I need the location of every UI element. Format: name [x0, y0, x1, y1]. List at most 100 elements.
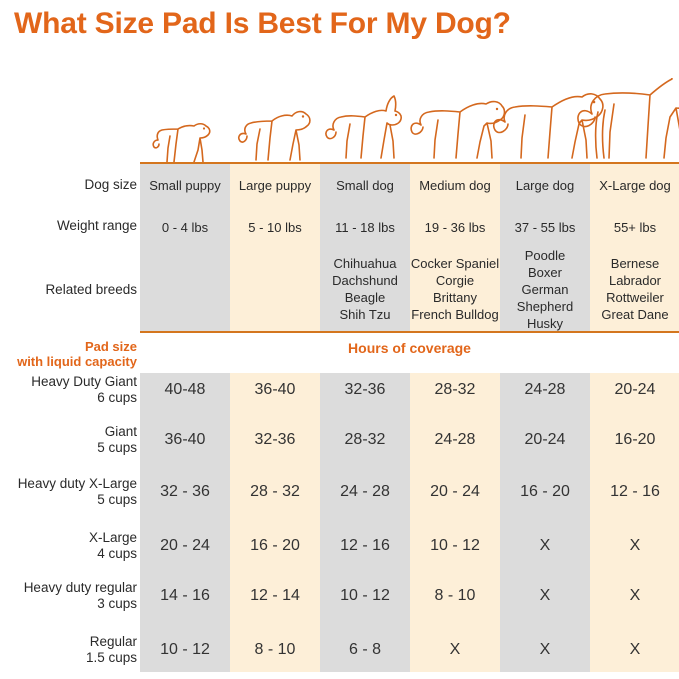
- hours-cell: X: [629, 587, 641, 604]
- pad-name: Heavy Duty Giant: [31, 374, 137, 389]
- cell-weight-2: 5 - 10 lbs: [248, 220, 302, 235]
- xlarge-dog-silhouette-icon: [577, 78, 679, 159]
- pad-row-label: Regular 1.5 cups: [0, 634, 137, 666]
- cell-weight-1: 0 - 4 lbs: [161, 220, 209, 235]
- column-stripe-2: [230, 163, 320, 331]
- dog-silhouette-row: [140, 78, 679, 163]
- small-puppy-silhouette-icon: [152, 122, 211, 163]
- hours-cell: X: [539, 641, 551, 658]
- pad-capacity: 5 cups: [97, 440, 137, 455]
- pad-name: Heavy duty X-Large: [17, 476, 137, 491]
- small-dog-silhouette-icon: [325, 95, 402, 159]
- pad-size-line-1: Pad size: [84, 339, 137, 354]
- row-label-dog-size: Dog size: [84, 177, 137, 192]
- hours-cell: 32 - 36: [160, 483, 210, 500]
- hours-cell: 12 - 16: [610, 483, 660, 500]
- data-column-stripe-5: [500, 373, 590, 672]
- cell-breeds-6: Bernese Labrador Rottweiler Great Dane: [590, 255, 679, 323]
- hours-cell: 28-32: [344, 431, 386, 448]
- hours-cell: X: [629, 641, 641, 658]
- cell-dog-size-4: Medium dog: [419, 178, 491, 193]
- hours-cell: 24 - 28: [340, 483, 390, 500]
- breed-name: Great Dane: [601, 307, 669, 322]
- breed-name: Beagle: [344, 290, 386, 305]
- hours-cell: 8 - 10: [254, 641, 296, 658]
- column-stripe-3: [320, 163, 410, 331]
- row-label-pad-size: Pad size with liquid capacity: [0, 339, 137, 369]
- table-top-rule: [140, 162, 679, 164]
- breed-name: German: [521, 282, 569, 297]
- hours-cell: 40-48: [164, 381, 206, 398]
- breed-name: Chihuahua: [333, 256, 397, 271]
- column-stripe-4: [410, 163, 500, 331]
- cell-breeds-3: Chihuahua Dachshund Beagle Shih Tzu: [320, 255, 410, 323]
- hours-cell: 8 - 10: [434, 587, 476, 604]
- pad-capacity: 4 cups: [97, 546, 137, 561]
- pad-size-line-2: with liquid capacity: [17, 354, 137, 369]
- hours-cell: X: [629, 537, 641, 554]
- column-stripe-5: [500, 163, 590, 331]
- hours-cell: 10 - 12: [340, 587, 390, 604]
- cell-weight-3: 11 - 18 lbs: [335, 220, 395, 235]
- hours-cell: 20 - 24: [160, 537, 210, 554]
- data-column-stripe-1: [140, 373, 230, 672]
- hours-cell: 32-36: [254, 431, 296, 448]
- hours-cell: X: [539, 587, 551, 604]
- hours-cell: 14 - 16: [160, 587, 210, 604]
- hours-cell: 24-28: [524, 381, 566, 398]
- medium-dog-silhouette-icon: [410, 100, 506, 159]
- hours-cell: 28 - 32: [250, 483, 300, 500]
- breed-name: Boxer: [528, 265, 562, 280]
- breed-name: French Bulldog: [411, 307, 499, 322]
- pad-row-label: Heavy Duty Giant 6 cups: [0, 374, 137, 406]
- pad-row-label: Giant 5 cups: [0, 424, 137, 456]
- data-column-stripe-4: [410, 373, 500, 672]
- table-middle-rule: [140, 331, 679, 333]
- hours-cell: 12 - 14: [250, 587, 300, 604]
- cell-dog-size-1: Small puppy: [149, 178, 221, 193]
- hours-cell: 36-40: [164, 431, 206, 448]
- pad-name: X-Large: [88, 530, 137, 545]
- cell-weight-5: 37 - 55 lbs: [514, 220, 576, 235]
- page-title: What Size Pad Is Best For My Dog?: [14, 7, 511, 40]
- hours-cell: 16 - 20: [520, 483, 570, 500]
- pad-row-label: Heavy duty X-Large 5 cups: [0, 476, 137, 508]
- column-stripe-1: [140, 163, 230, 331]
- hours-cell: X: [449, 641, 461, 658]
- cell-dog-size-5: Large dog: [515, 178, 575, 193]
- hours-cell: 36-40: [254, 381, 296, 398]
- dog-size-table: Dog size Small puppy Large puppy Small d…: [0, 160, 679, 675]
- data-column-stripe-6: [590, 373, 679, 672]
- cell-breeds-4: Cocker Spaniel Corgie Brittany French Bulld…: [410, 255, 500, 323]
- data-column-stripe-2: [230, 373, 320, 672]
- breed-name: Poodle: [524, 248, 566, 263]
- hours-cell: 20 - 24: [430, 483, 480, 500]
- breed-name: Rottweiler: [606, 290, 664, 305]
- pad-name: Giant: [104, 424, 137, 439]
- breed-name: Cocker Spaniel: [410, 256, 500, 271]
- breed-name: Shih Tzu: [339, 307, 391, 322]
- breed-name: Dachshund: [332, 273, 398, 288]
- row-label-related-breeds: Related breeds: [45, 282, 137, 297]
- hours-cell: 16 - 20: [250, 537, 300, 554]
- hours-cell: X: [539, 537, 551, 554]
- pad-row-label: Heavy duty regular 3 cups: [0, 580, 137, 612]
- hours-cell: 20-24: [614, 381, 656, 398]
- cell-dog-size-3: Small dog: [336, 178, 394, 193]
- pad-name: Heavy duty regular: [23, 580, 137, 595]
- hours-cell: 10 - 12: [160, 641, 210, 658]
- cell-weight-4: 19 - 36 lbs: [424, 220, 486, 235]
- cell-dog-size-2: Large puppy: [238, 178, 312, 193]
- column-stripe-6: [590, 163, 679, 331]
- pad-capacity: 5 cups: [97, 492, 137, 507]
- hours-cell: 24-28: [434, 431, 476, 448]
- breed-name: Corgie: [435, 273, 475, 288]
- breed-name: Husky: [526, 316, 564, 331]
- pad-capacity: 6 cups: [97, 390, 137, 405]
- pad-capacity: 3 cups: [97, 596, 137, 611]
- cell-weight-6: 55+ lbs: [613, 220, 657, 235]
- hours-cell: 16-20: [614, 431, 656, 448]
- hours-cell: 12 - 16: [340, 537, 390, 554]
- large-puppy-silhouette-icon: [238, 110, 311, 161]
- pad-row-label: X-Large 4 cups: [0, 530, 137, 562]
